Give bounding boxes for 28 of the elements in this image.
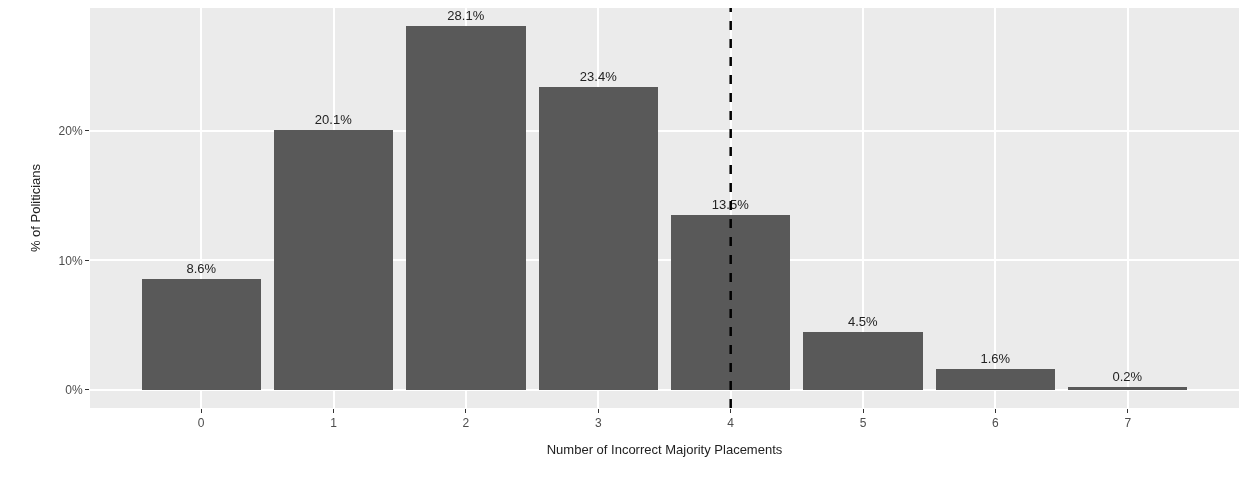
bar	[274, 130, 393, 390]
x-tick-label: 4	[727, 416, 735, 431]
data-label: 20.1%	[314, 112, 353, 127]
x-tick-label: 3	[594, 416, 602, 431]
y-tick-label: 10%	[58, 253, 83, 268]
data-label: 23.4%	[579, 69, 618, 84]
x-tick-label: 2	[462, 416, 470, 431]
data-label: 4.5%	[847, 314, 879, 329]
bar	[539, 87, 658, 390]
x-axis-title: Number of Incorrect Majority Placements	[546, 442, 783, 457]
x-tick-label: 0	[197, 416, 205, 431]
x-tick-label: 7	[1124, 416, 1132, 431]
bar	[803, 332, 923, 390]
bar	[1068, 387, 1187, 390]
x-tick-label: 1	[330, 416, 338, 431]
bar	[142, 279, 261, 390]
x-tick-label: 6	[992, 416, 1000, 431]
x-tick-label: 5	[859, 416, 867, 431]
y-tick-label: 20%	[58, 124, 83, 139]
data-label: 8.6%	[186, 261, 217, 276]
data-label: 0.2%	[1112, 369, 1143, 384]
y-axis-title: % of Politicians	[27, 163, 43, 253]
data-label: 28.1%	[447, 8, 485, 23]
data-label: 1.6%	[980, 351, 1011, 366]
y-tick-label: 0%	[65, 383, 83, 398]
bar	[936, 369, 1055, 390]
bar	[406, 26, 526, 390]
bar	[671, 215, 790, 390]
